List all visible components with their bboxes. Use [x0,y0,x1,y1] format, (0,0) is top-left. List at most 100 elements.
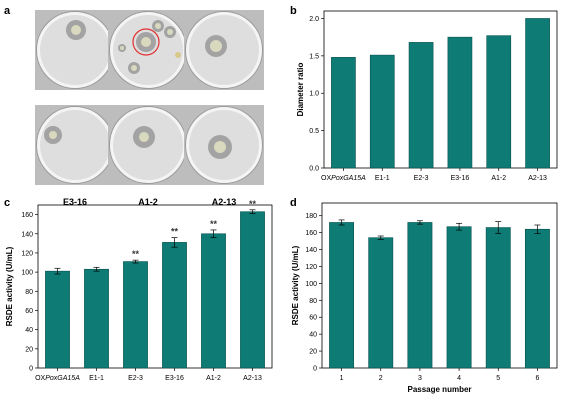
y-tick-label: 160 [305,230,317,237]
y-tick-label: 1.5 [309,53,319,60]
y-tick-label: 180 [305,213,317,220]
colony [71,25,81,35]
colony [120,46,124,50]
x-tick-label: 4 [457,375,461,382]
bar [525,18,550,169]
y-tick-label: 120 [305,264,317,271]
bar [407,222,433,369]
x-tick-label: 2 [379,375,383,382]
y-tick-label: 80 [25,289,33,296]
bar [486,35,512,169]
x-tick-label: E2-3 [414,175,429,182]
y-tick-label: 20 [309,349,317,356]
y-tick-label: 0 [313,366,317,373]
bar [446,226,472,369]
y-axis-title: Diameter ratio [296,62,305,116]
x-tick-label: 6 [535,375,539,382]
bar [84,268,109,369]
plate-label: A2-13 [212,197,237,207]
panel-letter-b: b [290,5,297,17]
y-tick-label: 140 [305,247,317,254]
highlight-red-circle [132,28,160,56]
plate-6: A2-13 [184,105,264,207]
bar [524,228,550,369]
axes-frame [37,204,273,369]
significance-mark: ** [249,199,257,209]
colony [167,29,173,35]
y-axis-title: RSDE activity (U/mL) [5,246,14,326]
bar [368,237,394,369]
x-tick-label: 3 [418,375,422,382]
x-axis-title: Passage number [407,385,471,394]
x-tick-label: A2-13 [528,175,547,182]
panel-letter-c: c [4,197,10,209]
y-tick-label: 20 [25,346,33,353]
x-tick-label: E2-3 [128,375,143,382]
y-tick-label: 100 [21,270,33,277]
bar [331,57,356,169]
panel-letter-a: a [4,5,11,17]
bar [329,222,355,369]
panel-letter-d: d [290,197,297,209]
bar [447,36,473,169]
plate-4: E3-16 [35,105,115,207]
x-tick-label-prefix: OX [321,175,331,182]
y-tick-label: 2.0 [309,16,319,23]
significance-mark: ** [132,249,140,259]
y-tick-label: 40 [309,332,317,339]
y-tick-label: 120 [21,250,33,257]
colony [175,52,181,58]
y-tick-label: 60 [25,308,33,315]
colony [155,23,161,29]
colony [214,141,226,153]
x-tick-label: E3-16 [165,375,184,382]
y-axis-title: RSDE activity (U/mL) [291,245,300,325]
colony [49,131,57,139]
bar [408,42,434,169]
significance-mark: ** [210,219,218,229]
axes-frame [321,202,558,369]
x-tick-label-prefix: OX [35,375,45,382]
significance-mark: ** [171,227,179,237]
y-tick-label: 100 [305,281,317,288]
y-tick-label: 160 [21,212,33,219]
x-tick-label-italic: PoxGA15A [45,375,80,382]
colony [131,65,137,71]
chart-rsde-activity-strains: 0 20 40 60 80 100 120 140 160 OXPoxGA15A E1-1 ** E2-… [5,199,273,382]
bar [123,261,148,369]
y-tick-label: 1.0 [309,91,319,98]
x-tick-label: OXPoxGA15A [35,375,80,382]
plate-3: E2-3 [184,10,264,114]
y-tick-label: 0.0 [309,166,319,173]
y-tick-label: 0.5 [309,128,319,135]
plate-5: A1-2 [108,105,188,207]
axes-frame [323,10,558,169]
plate-label: E3-16 [63,197,87,207]
plate-1: OXPoxGA15A [35,10,115,114]
chart-rsde-activity-passages: 0 20 40 60 80 100 120 140 160 180 1 2 3 4 5 6 RSDE activ… [291,202,558,394]
bar [240,211,265,369]
colony [139,132,149,142]
plate-2: E1-1 [108,10,188,114]
x-tick-label: E3-16 [451,175,470,182]
colony [210,40,222,52]
bar [162,242,187,369]
x-tick-label: 1 [340,375,344,382]
plate-label: A1-2 [138,197,158,207]
bar [485,227,511,369]
chart-diameter-ratio: 0.0 0.5 1.0 1.5 2.0 OXPoxGA15A E1-1 E2-3 E3-16 A1… [296,10,558,182]
bar [201,233,226,369]
colony [141,37,151,47]
x-tick-label: E1-1 [89,375,104,382]
plate-agar [40,110,110,180]
bar [369,54,395,169]
x-tick-label: A1-2 [206,375,221,382]
y-tick-label: 0 [29,366,33,373]
x-tick-label: OXPoxGA15A [321,175,366,182]
x-tick-label-italic: PoxGA15A [331,175,366,182]
y-tick-label: 40 [25,327,33,334]
bar [45,270,70,369]
x-tick-label: 5 [496,375,500,382]
